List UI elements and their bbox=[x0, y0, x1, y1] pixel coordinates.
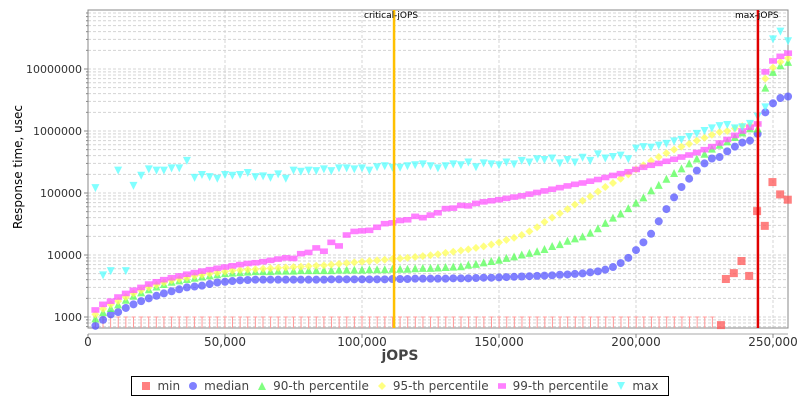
bar-icon bbox=[497, 383, 506, 389]
legend-item-90-th-percentile: 90-th percentile bbox=[257, 379, 369, 393]
legend-item-median: median bbox=[188, 379, 249, 393]
max-jops-label: max-jOPS bbox=[735, 11, 779, 21]
series-90-th-percentile bbox=[91, 57, 793, 323]
min-floor-bars bbox=[93, 316, 715, 328]
series-99-th-percentile bbox=[91, 50, 793, 313]
svg-text:100,000: 100,000 bbox=[337, 335, 387, 349]
axes: 1000 10000 100000 1000000 10000000 0 50,000 100… bbox=[26, 9, 798, 349]
y-axis-label: Response time, usec bbox=[11, 104, 25, 230]
svg-text:250,000: 250,000 bbox=[748, 335, 798, 349]
svg-text:1000: 1000 bbox=[54, 311, 82, 324]
svg-text:100000: 100000 bbox=[40, 187, 82, 200]
svg-text:1000000: 1000000 bbox=[33, 125, 82, 138]
svg-text:0: 0 bbox=[84, 335, 92, 349]
legend-item-99-th-percentile: 99-th percentile bbox=[497, 379, 608, 393]
legend-item-95-th-percentile: 95-th percentile bbox=[377, 379, 489, 393]
svg-text:10000: 10000 bbox=[47, 249, 82, 262]
legend-item-max: max bbox=[616, 379, 659, 393]
svg-text:10000000: 10000000 bbox=[26, 63, 82, 76]
marker-lines bbox=[392, 10, 760, 328]
series-median bbox=[91, 92, 793, 330]
svg-text:200,000: 200,000 bbox=[611, 335, 661, 349]
critical-jops-label: critical-jOPS bbox=[364, 11, 419, 21]
svg-text:150,000: 150,000 bbox=[474, 335, 524, 349]
triangle-down-icon bbox=[617, 382, 626, 390]
series-min bbox=[716, 178, 792, 330]
square-icon bbox=[142, 382, 151, 390]
legend: min median 90-th percentile 95-th percentil… bbox=[131, 376, 669, 396]
data-points bbox=[91, 27, 793, 330]
legend-item-min: min bbox=[141, 379, 180, 393]
diamond-icon bbox=[377, 382, 386, 390]
triangle-up-icon bbox=[258, 382, 267, 390]
svg-text:50,000: 50,000 bbox=[204, 335, 246, 349]
series-max bbox=[91, 27, 793, 280]
x-axis-label: jOPS bbox=[381, 348, 419, 364]
circle-icon bbox=[189, 382, 198, 390]
